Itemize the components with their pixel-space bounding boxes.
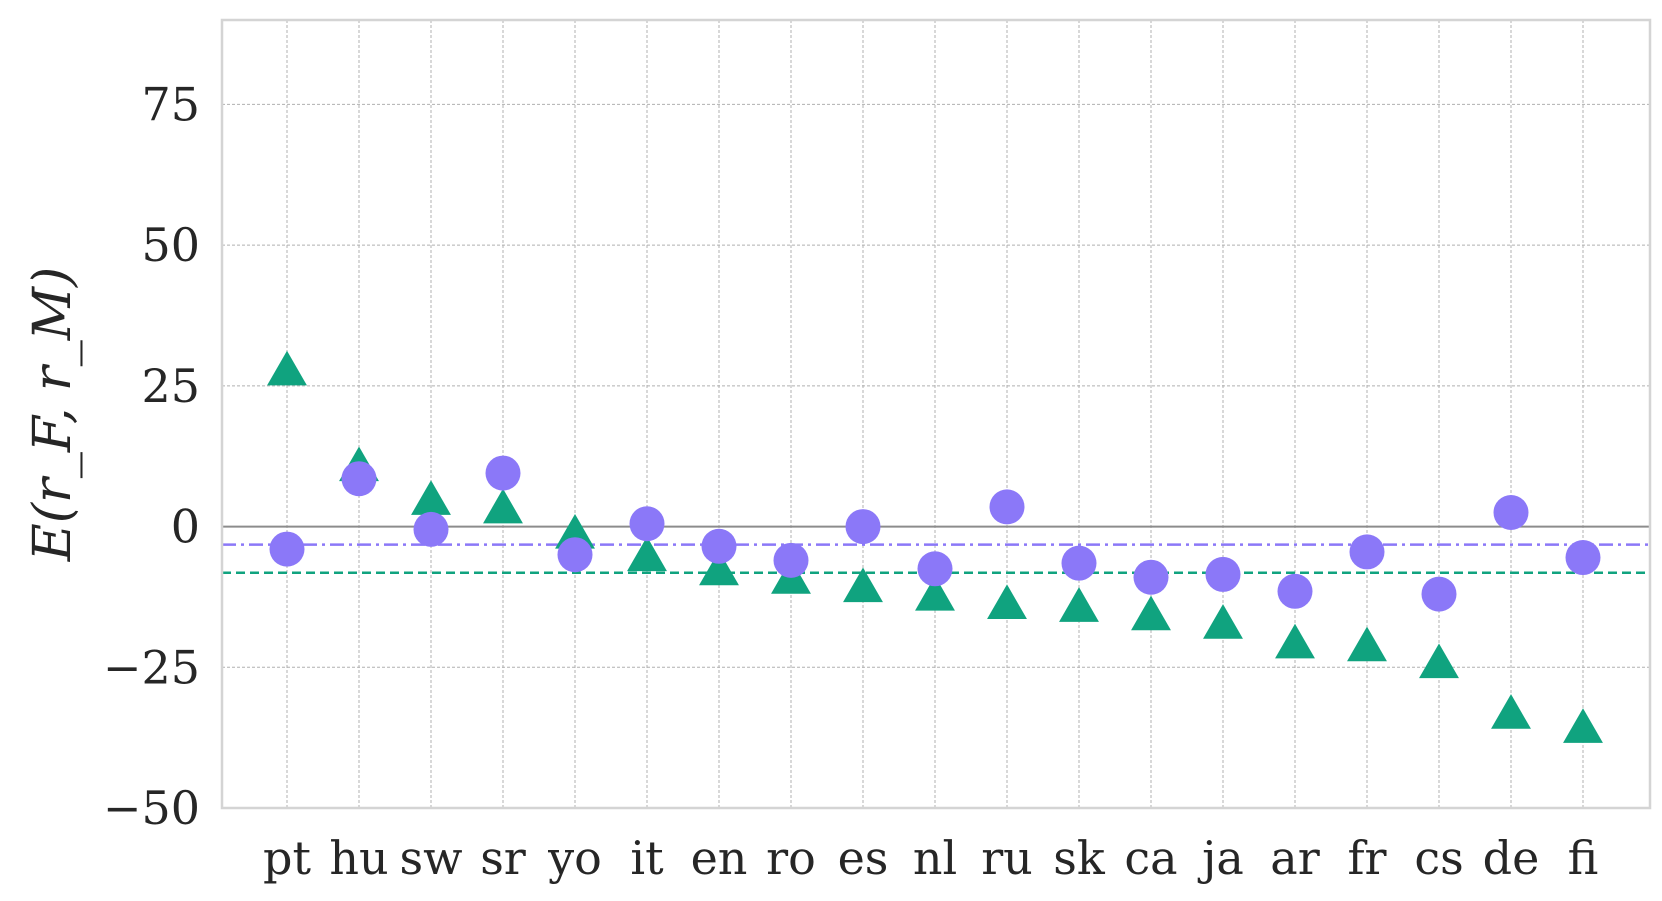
- circle-point-ca: [1133, 559, 1169, 595]
- x-tick-label-hu: hu: [329, 831, 388, 885]
- x-tick-label-nl: nl: [913, 831, 957, 885]
- triangle-point-ar: [1275, 623, 1315, 659]
- triangle-point-de: [1491, 694, 1531, 729]
- x-tick-label-it: it: [630, 831, 664, 885]
- triangle-point-it: [627, 536, 667, 572]
- circle-point-ar: [1277, 573, 1313, 609]
- triangle-point-sk: [1059, 587, 1099, 622]
- triangle-point-nl: [915, 575, 955, 611]
- circle-point-sk: [1061, 545, 1097, 581]
- y-tick-label--25: −25: [103, 640, 200, 694]
- circle-point-sr: [485, 455, 521, 491]
- circle-point-ja: [1205, 556, 1241, 592]
- circle-point-fi: [1565, 540, 1601, 576]
- y-tick-label-75: 75: [141, 77, 200, 131]
- x-tick-label-ja: ja: [1197, 831, 1244, 885]
- y-tick-labels: −50 −25 0 25 50 75: [103, 77, 200, 835]
- circle-point-hu: [341, 461, 377, 497]
- circle-point-en: [701, 528, 737, 564]
- y-tick-label--50: −50: [103, 781, 200, 835]
- circle-point-pt: [269, 531, 305, 567]
- x-tick-label-yo: yo: [547, 831, 602, 885]
- x-tick-label-ro: ro: [766, 831, 816, 885]
- x-tick-labels: pt hu sw sr yo it en ro es nl ru sk ca ja ar fr cs de fi: [263, 831, 1598, 885]
- circle-point-de: [1493, 495, 1529, 530]
- y-tick-label-25: 25: [141, 359, 200, 413]
- x-tick-label-ar: ar: [1270, 831, 1319, 885]
- x-tick-label-pt: pt: [263, 831, 311, 885]
- circle-point-yo: [557, 537, 593, 573]
- x-tick-label-sr: sr: [480, 831, 526, 885]
- triangle-point-pt: [267, 350, 307, 386]
- circle-point-ro: [773, 542, 809, 578]
- y-tick-label-0: 0: [171, 500, 200, 554]
- x-tick-label-sw: sw: [400, 831, 463, 885]
- data-marks: [267, 350, 1603, 743]
- x-tick-label-ca: ca: [1124, 831, 1177, 885]
- x-tick-label-de: de: [1483, 831, 1540, 885]
- triangle-point-ru: [987, 584, 1027, 620]
- y-axis-label: E(r_F, r_M): [23, 267, 83, 563]
- x-tick-label-fi: fi: [1568, 831, 1599, 885]
- circle-point-it: [629, 506, 665, 542]
- circle-point-sw: [413, 511, 449, 547]
- triangle-point-sw: [411, 480, 451, 515]
- x-tick-label-ru: ru: [981, 831, 1033, 885]
- x-tick-label-fr: fr: [1347, 831, 1386, 885]
- circle-point-cs: [1421, 576, 1457, 612]
- triangle-point-ca: [1131, 595, 1171, 631]
- y-tick-label-50: 50: [141, 218, 200, 272]
- triangle-point-ja: [1203, 604, 1243, 639]
- triangle-point-sr: [483, 488, 523, 524]
- circle-point-es: [845, 509, 881, 545]
- circle-point-nl: [917, 551, 953, 587]
- triangle-point-cs: [1419, 643, 1459, 679]
- plot-frame: [220, 18, 1652, 810]
- triangle-point-fr: [1347, 626, 1387, 662]
- triangle-point-fi: [1563, 708, 1603, 743]
- x-tick-label-sk: sk: [1053, 831, 1106, 885]
- triangle-point-es: [843, 567, 883, 603]
- triangle-point-en: [699, 550, 739, 586]
- circle-point-ru: [989, 489, 1025, 525]
- circle-point-fr: [1349, 534, 1385, 570]
- triangle-point-yo: [555, 514, 595, 549]
- x-tick-label-cs: cs: [1414, 831, 1463, 885]
- x-tick-label-es: es: [838, 831, 889, 885]
- x-tick-label-en: en: [691, 831, 748, 885]
